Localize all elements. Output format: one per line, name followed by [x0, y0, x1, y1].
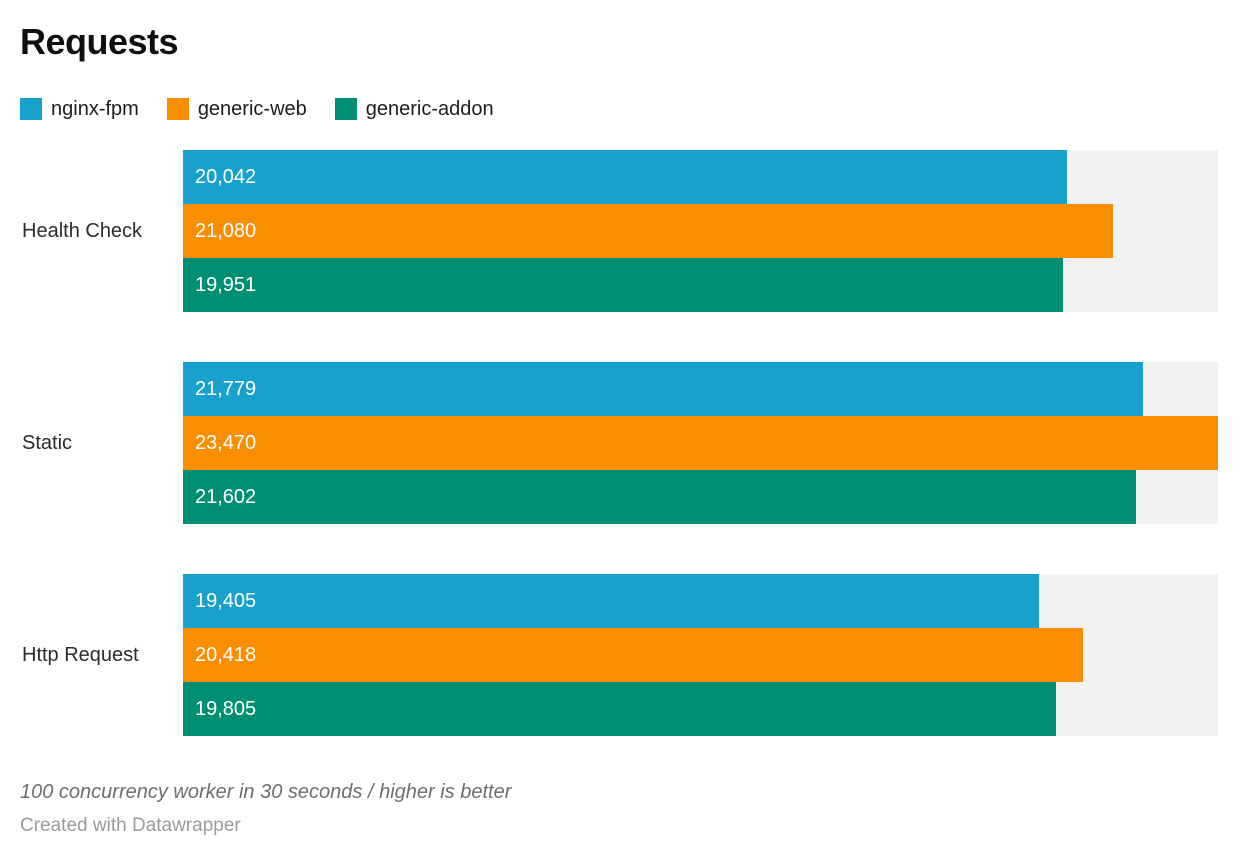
bar-group: Static 21,779 23,470 21,602 [20, 362, 1218, 524]
bar-track: 20,418 [183, 628, 1218, 682]
bar-value-label: 19,805 [195, 698, 257, 720]
bars-column: 21,779 23,470 21,602 [183, 362, 1218, 524]
bar-nginx-fpm: 20,042 [183, 150, 1067, 204]
category-label: Http Request [22, 644, 139, 666]
bar-value-label: 21,602 [195, 486, 257, 508]
legend-item-generic-web: generic-web [166, 96, 307, 122]
bar-track: 19,405 [183, 574, 1218, 628]
chart-footnote: 100 concurrency worker in 30 seconds / h… [20, 781, 512, 803]
category-label: Health Check [22, 220, 143, 242]
bar-generic-addon: 21,602 [183, 470, 1136, 524]
bars-column: 20,042 21,080 19,951 [183, 150, 1218, 312]
datawrapper-attribution: Created with Datawrapper [20, 815, 241, 836]
bar-value-label: 19,951 [195, 274, 257, 296]
bar-track: 19,805 [183, 682, 1218, 736]
bar-nginx-fpm: 19,405 [183, 574, 1039, 628]
plot-area: Health Check 20,042 21,080 19,951 Static 21,7… [20, 150, 1218, 736]
legend-swatch-icon [334, 98, 357, 120]
bar-value-label: 19,405 [195, 590, 257, 612]
legend-swatch-icon [20, 98, 42, 120]
bar-generic-web: 23,470 [183, 416, 1218, 470]
bar-track: 21,779 [183, 362, 1218, 416]
bar-group: Http Request 19,405 20,418 19,805 [20, 574, 1218, 736]
bar-track: 19,951 [183, 258, 1218, 312]
bar-value-label: 21,779 [195, 378, 257, 400]
bar-generic-web: 20,418 [183, 628, 1084, 682]
chart-title: Requests [20, 21, 179, 62]
bar-value-label: 21,080 [195, 220, 257, 242]
bar-track: 20,042 [183, 150, 1218, 204]
bar-generic-web: 21,080 [183, 204, 1113, 258]
bar-group: Health Check 20,042 21,080 19,951 [20, 150, 1218, 312]
legend-label: generic-web [197, 98, 307, 120]
legend: nginx-fpm generic-web generic-addon [20, 96, 1218, 122]
bar-value-label: 23,470 [195, 432, 257, 454]
legend-label: nginx-fpm [51, 98, 139, 120]
bar-value-label: 20,418 [195, 644, 257, 666]
legend-label: generic-addon [365, 98, 494, 120]
legend-item-generic-addon: generic-addon [334, 96, 494, 122]
bar-track: 21,080 [183, 204, 1218, 258]
bar-value-label: 20,042 [195, 166, 257, 188]
legend-swatch-icon [166, 98, 189, 120]
category-label: Static [22, 432, 73, 454]
bar-track: 21,602 [183, 470, 1218, 524]
legend-item-nginx-fpm: nginx-fpm [20, 96, 139, 122]
bar-track: 23,470 [183, 416, 1218, 470]
bars-column: 19,405 20,418 19,805 [183, 574, 1218, 736]
bar-generic-addon: 19,805 [183, 682, 1057, 736]
bar-generic-addon: 19,951 [183, 258, 1063, 312]
bar-nginx-fpm: 21,779 [183, 362, 1144, 416]
